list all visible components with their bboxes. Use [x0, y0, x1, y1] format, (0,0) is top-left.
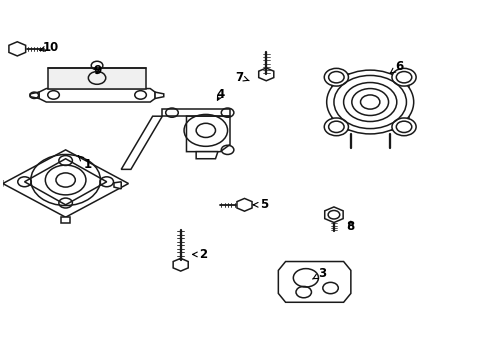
Polygon shape	[331, 74, 408, 130]
Text: 4: 4	[216, 89, 224, 102]
Polygon shape	[0, 179, 3, 186]
Circle shape	[324, 118, 348, 136]
Polygon shape	[24, 159, 106, 205]
Polygon shape	[162, 109, 229, 116]
Polygon shape	[9, 42, 25, 56]
Polygon shape	[61, 217, 70, 222]
Polygon shape	[324, 207, 343, 222]
Text: 7: 7	[235, 71, 248, 84]
Polygon shape	[3, 150, 128, 217]
Circle shape	[326, 70, 413, 134]
Circle shape	[391, 118, 415, 136]
Text: 3: 3	[312, 267, 325, 280]
Polygon shape	[278, 261, 350, 302]
Text: 9: 9	[93, 64, 101, 77]
Polygon shape	[121, 116, 162, 169]
Text: 2: 2	[192, 248, 207, 261]
Polygon shape	[114, 182, 121, 189]
Circle shape	[324, 68, 348, 86]
Polygon shape	[155, 92, 163, 99]
Text: 10: 10	[40, 41, 59, 54]
Polygon shape	[196, 152, 218, 159]
Circle shape	[391, 68, 415, 86]
Polygon shape	[173, 258, 188, 271]
Polygon shape	[30, 92, 39, 99]
Polygon shape	[186, 116, 229, 152]
Text: 8: 8	[346, 220, 354, 233]
Polygon shape	[258, 68, 273, 81]
Text: 1: 1	[78, 156, 91, 171]
Polygon shape	[39, 89, 155, 102]
Text: 6: 6	[389, 60, 403, 73]
Polygon shape	[48, 68, 146, 89]
Text: 5: 5	[253, 198, 267, 211]
Polygon shape	[237, 198, 251, 211]
